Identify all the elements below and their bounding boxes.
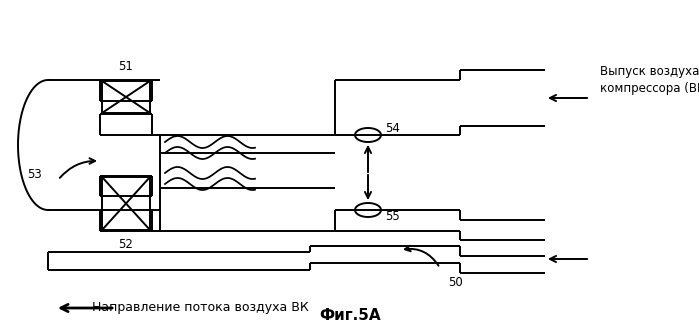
Text: 55: 55 — [385, 210, 400, 222]
Text: Фиг.5А: Фиг.5А — [319, 308, 381, 323]
Text: 52: 52 — [119, 238, 134, 251]
Text: 53: 53 — [27, 168, 42, 180]
Text: 50: 50 — [448, 276, 463, 289]
Text: 51: 51 — [119, 60, 134, 73]
Text: 54: 54 — [385, 121, 400, 134]
Text: Направление потока воздуха ВК: Направление потока воздуха ВК — [92, 301, 308, 315]
Text: Выпуск воздуха основного
компрессора (ВК): Выпуск воздуха основного компрессора (ВК… — [600, 65, 699, 95]
